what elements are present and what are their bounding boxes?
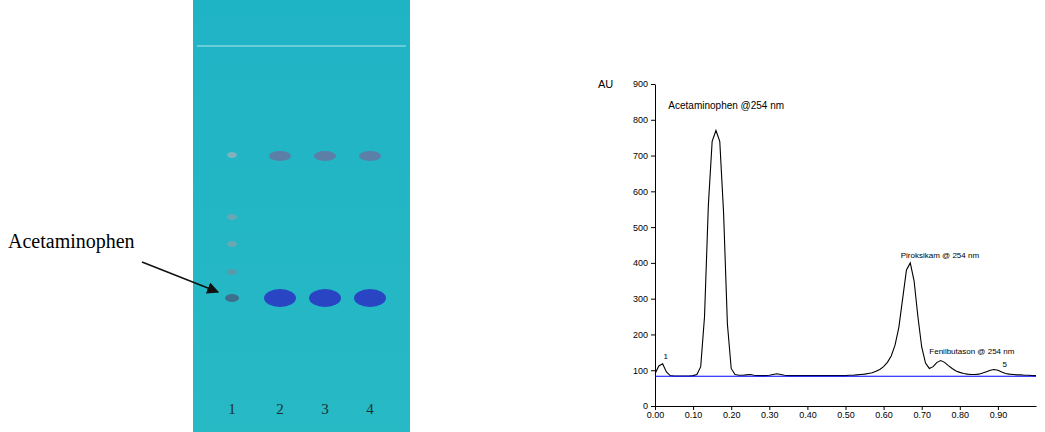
tick-label: 900 (633, 79, 648, 89)
tick-mark (651, 299, 655, 300)
tick-mark (651, 406, 655, 407)
tick-label: 0.60 (875, 410, 893, 420)
tick-label: 0 (643, 401, 648, 411)
chart: 0.00 0.10 0.20 0.30 0.40 0.50 0.60 0.70 0.80 0.90… (598, 78, 1037, 420)
tick-label: 100 (633, 366, 648, 376)
tick: 0.00 (647, 406, 665, 420)
tick: 800 (633, 115, 655, 125)
tick: 600 (633, 187, 655, 197)
peak-label: 1 (663, 352, 668, 361)
tick-mark (807, 406, 808, 410)
tick: 300 (633, 294, 655, 304)
spot (309, 289, 341, 307)
y-axis: 0 100 200 300 400 500 600 700 800 900 (633, 79, 656, 411)
lane-number: 1 (228, 401, 236, 417)
tick: 100 (633, 366, 655, 376)
tick-mark (922, 406, 923, 410)
tick: 0.20 (723, 406, 741, 420)
figure: 1 2 3 4 Acetaminophen 0.00 0.10 0.20 0.30 0.40 0.5… (0, 0, 1045, 432)
tick-mark (651, 120, 655, 121)
tick-mark (651, 263, 655, 264)
tick-label: 700 (633, 151, 648, 161)
tick-mark (651, 227, 655, 228)
tick-label: 600 (633, 187, 648, 197)
solvent-front (197, 45, 406, 47)
tick: 0.50 (837, 406, 855, 420)
tick-mark (651, 191, 655, 192)
spot (354, 289, 386, 307)
lane-number: 2 (276, 401, 284, 417)
tick-label: 0.80 (952, 410, 970, 420)
arrow (142, 262, 218, 292)
tick-mark (655, 406, 656, 410)
tick-label: 300 (633, 294, 648, 304)
tick-mark (769, 406, 770, 410)
tick: 400 (633, 258, 655, 268)
tick-label: 0.70 (913, 410, 931, 420)
tick-label: 200 (633, 330, 648, 340)
baseline (655, 376, 1036, 377)
tick-label: 0.40 (799, 410, 817, 420)
tick: 0 (643, 401, 655, 411)
tick-label: 400 (633, 258, 648, 268)
spot (227, 214, 237, 220)
tick-label: 0.30 (761, 410, 779, 420)
tick-mark (651, 156, 655, 157)
tick: 0.70 (913, 406, 931, 420)
tick-label: 0.50 (837, 410, 855, 420)
plate-photo (193, 0, 410, 432)
peak-label: Acetaminophen @254 nm (668, 100, 784, 111)
tick-mark (960, 406, 961, 410)
tick-mark (651, 84, 655, 85)
tick-mark (884, 406, 885, 410)
tick-mark (998, 406, 999, 410)
spot (227, 241, 237, 247)
tick-label: 0.20 (723, 410, 741, 420)
plot-area (655, 131, 1036, 377)
tick-label: 0.90 (990, 410, 1008, 420)
spot (359, 151, 381, 161)
densitogram-line (655, 131, 1036, 376)
tick: 500 (633, 222, 655, 232)
spot (227, 152, 237, 158)
tick-label: 800 (633, 115, 648, 125)
annotations: 1 Acetaminophen @254 nm Piroksikam @ 254 n… (663, 100, 1014, 369)
peak-label: Fenilbutason @ 254 nm (929, 347, 1014, 356)
tick: 0.30 (761, 406, 779, 420)
tick-mark (846, 406, 847, 410)
tick: 0.60 (875, 406, 893, 420)
x-axis: 0.00 0.10 0.20 0.30 0.40 0.50 0.60 0.70 0.80 0.90 (647, 406, 1037, 420)
lane-number: 4 (366, 401, 374, 417)
tick-label: 500 (633, 222, 648, 232)
tick: 0.80 (952, 406, 970, 420)
tlc-panel: 1 2 3 4 Acetaminophen (8, 0, 410, 432)
tick-label: 0.00 (647, 410, 665, 420)
tick-label: 0.10 (685, 410, 703, 420)
peak-label: 5 (1002, 360, 1007, 369)
y-axis-title: AU (598, 78, 613, 90)
peak-label: Piroksikam @ 254 nm (901, 251, 980, 260)
tick: 200 (633, 330, 655, 340)
tick: 700 (633, 151, 655, 161)
tick: 0.40 (799, 406, 817, 420)
spot (264, 289, 296, 307)
tick-mark (693, 406, 694, 410)
tick-mark (651, 334, 655, 335)
lane-number: 3 (321, 401, 329, 417)
axis-line (655, 85, 656, 407)
tick-mark (651, 370, 655, 371)
spot (269, 151, 291, 161)
tick: 900 (633, 79, 655, 89)
spot (225, 294, 239, 302)
tick: 0.90 (990, 406, 1008, 420)
tick: 0.10 (685, 406, 703, 420)
spot-label: Acetaminophen (8, 230, 135, 253)
spot (227, 269, 237, 275)
tick-mark (731, 406, 732, 410)
spot (314, 151, 336, 161)
